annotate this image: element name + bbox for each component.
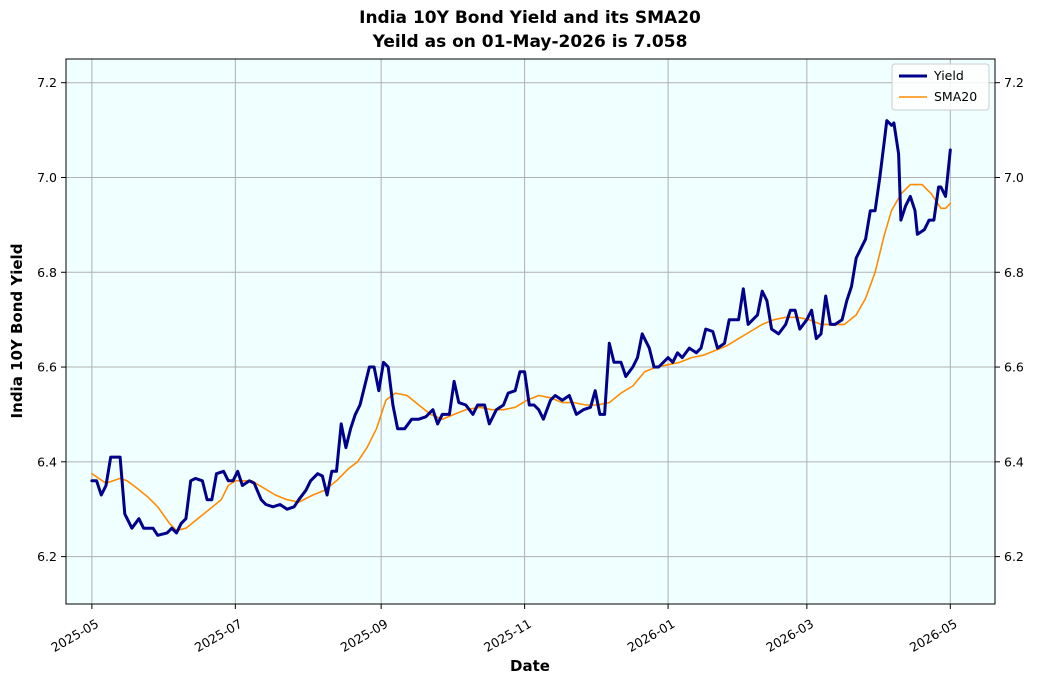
y-tick-label-right: 6.8	[1004, 265, 1024, 280]
grid	[66, 59, 995, 604]
legend: Yield SMA20	[891, 63, 990, 111]
y-tick-label-left: 6.8	[37, 265, 57, 280]
chart-title-line1: India 10Y Bond Yield and its SMA20	[359, 8, 701, 28]
y-tick-label-right: 7.0	[1004, 170, 1024, 185]
series-line-yield	[90, 119, 952, 537]
y-tick-label-right: 6.4	[1004, 454, 1024, 469]
chart-title-line2: Yeild as on 01-May-2026 is 7.058	[372, 32, 688, 52]
plot-area	[66, 59, 995, 604]
y-tick-label-left: 6.4	[37, 454, 57, 469]
series-layer	[90, 119, 952, 537]
x-axis-label: Date	[510, 657, 550, 675]
y-axis-label: India 10Y Bond Yield	[8, 244, 26, 419]
plot-frame	[65, 58, 996, 605]
y-tick-label-left: 7.0	[37, 170, 57, 185]
y-tick-label-left: 7.2	[37, 75, 57, 90]
legend-label-yield: Yield	[933, 68, 964, 83]
legend-label-sma20: SMA20	[934, 89, 977, 104]
y-tick-label-right: 7.2	[1004, 75, 1024, 90]
y-tick-label-right: 6.2	[1004, 549, 1024, 564]
y-tick-label-left: 6.6	[37, 360, 57, 375]
y-tick-label-right: 6.6	[1004, 360, 1024, 375]
y-tick-label-left: 6.2	[37, 549, 57, 564]
